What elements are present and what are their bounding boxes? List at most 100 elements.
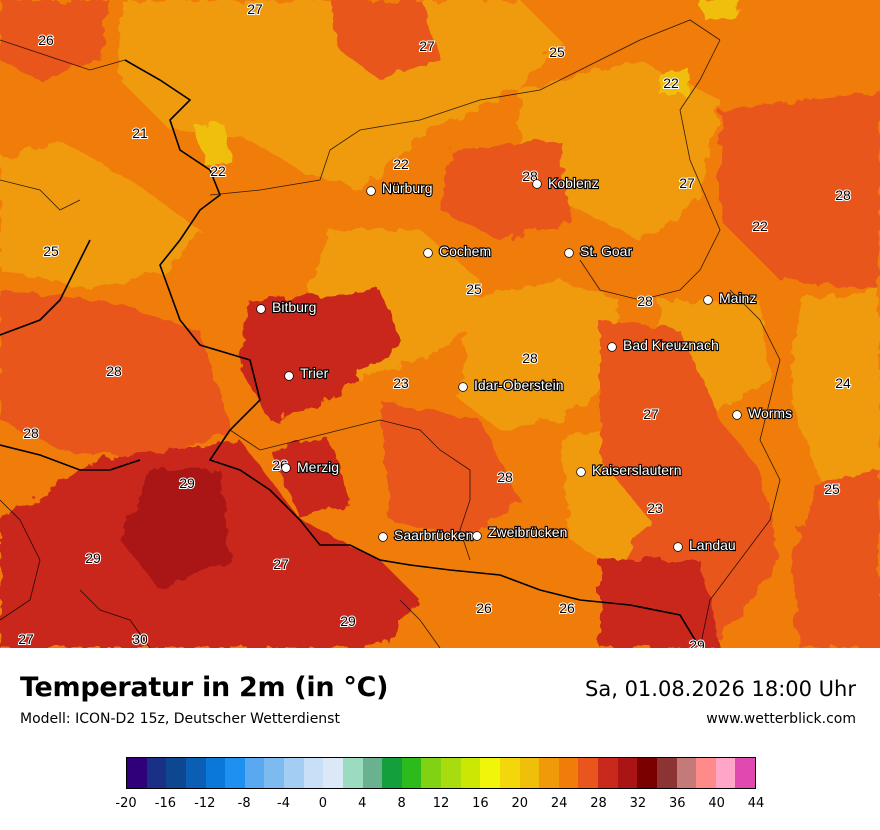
temperature-map: 27 26 27 25 22 21 22 22 28 27 28 25 22 2… [0, 0, 880, 648]
color-swatch [637, 758, 657, 788]
color-scale-tick-label: 36 [668, 796, 686, 811]
temperature-value: 22 [210, 163, 226, 179]
city-worms: Worms [732, 404, 793, 422]
color-scale-tick-label: 8 [397, 796, 406, 811]
temperature-value: 29 [689, 637, 705, 648]
color-scale-tick-label: 16 [472, 796, 489, 811]
color-swatch [303, 758, 324, 788]
map-title: Temperatur in 2m (in °C) [20, 672, 389, 703]
color-swatch [676, 758, 697, 788]
color-scale-tick-label: -4 [277, 796, 290, 811]
color-swatch [146, 758, 167, 788]
city-saarbruecken: Saarbrücken [378, 526, 474, 544]
temperature-value: 22 [393, 156, 409, 172]
city-label: Worms [748, 405, 792, 421]
color-swatch [617, 758, 638, 788]
temperature-value: 27 [273, 556, 289, 572]
temperature-value: 28 [23, 425, 39, 441]
temperature-value: 25 [824, 481, 840, 497]
color-scale-tick-label: 32 [629, 796, 647, 811]
city-label: Koblenz [548, 175, 599, 191]
city-cochem: Cochem [423, 242, 492, 260]
city-mainz: Mainz [703, 289, 757, 307]
city-st-goar: St. Goar [564, 242, 634, 260]
temperature-value: 26 [476, 600, 492, 616]
color-swatch [421, 758, 441, 788]
color-swatch [185, 758, 206, 788]
city-label: Zweibrücken [488, 524, 567, 540]
temperature-value: 27 [18, 631, 34, 647]
color-scale-tick-label: 24 [550, 796, 568, 811]
color-swatch [598, 758, 618, 788]
city-label: Landau [689, 537, 736, 553]
color-scale-tick-label: 4 [358, 796, 367, 811]
website-link[interactable]: www.wetterblick.com [706, 711, 856, 727]
color-swatch [441, 758, 461, 788]
color-scale-tick-label: 28 [590, 796, 607, 811]
color-scale-tick-label: 44 [747, 796, 765, 811]
color-swatch [166, 758, 186, 788]
color-swatch [499, 758, 520, 788]
temperature-value: 26 [559, 600, 575, 616]
temperature-value: 24 [835, 375, 851, 391]
city-label: Saarbrücken [394, 527, 473, 543]
color-swatch [519, 758, 540, 788]
color-swatch [127, 758, 147, 788]
city-label: St. Goar [580, 243, 632, 259]
color-scale-ticks: -20 -16 -12 -8 -4 0 4 8 12 16 20 24 28 32 36 40 44 [115, 796, 764, 812]
color-scale-tick-label: 20 [511, 796, 529, 811]
city-trier: Trier [284, 364, 330, 382]
temperature-value: 30 [132, 631, 148, 647]
temperature-value: 28 [522, 350, 538, 366]
city-kaiserslautern: Kaiserslautern [576, 461, 683, 479]
color-swatch [578, 758, 598, 788]
color-swatch [401, 758, 422, 788]
color-swatch [735, 758, 755, 788]
temperature-value: 29 [179, 475, 195, 491]
temperature-value: 28 [835, 187, 851, 203]
temperature-value: 21 [132, 125, 148, 141]
color-scale-tick-label: -20 [115, 796, 137, 811]
city-label: Bitburg [272, 299, 316, 315]
color-scale-tick-label: -8 [237, 796, 251, 811]
city-nuerburg: Nürburg [366, 179, 434, 197]
city-label: Trier [300, 365, 329, 381]
temperature-values: 27 26 27 25 22 21 22 22 28 27 28 25 22 2… [17, 0, 852, 648]
color-swatch [460, 758, 481, 788]
city-label: Idar-Oberstein [474, 377, 563, 393]
temperature-value: 28 [106, 363, 122, 379]
temperature-value: 25 [549, 44, 565, 60]
color-swatch [205, 758, 226, 788]
temperature-value: 27 [679, 175, 695, 191]
color-swatch [715, 758, 736, 788]
map-canvas: 27 26 27 25 22 21 22 22 28 27 28 25 22 2… [0, 0, 880, 648]
color-swatch [244, 758, 265, 788]
temperature-value: 25 [466, 281, 482, 297]
city-landau: Landau [673, 536, 737, 554]
temperature-value: 23 [393, 375, 409, 391]
city-label: Merzig [297, 459, 339, 475]
temperature-value: 22 [663, 75, 679, 91]
city-label: Nürburg [382, 180, 433, 196]
city-labels: Nürburg Koblenz Cochem St. Goar Bitburg … [256, 174, 793, 554]
color-scale-tick-label: -16 [154, 796, 176, 811]
info-panel [0, 648, 880, 830]
color-swatch [539, 758, 559, 788]
color-scale-tick-label: 0 [318, 796, 328, 811]
temperature-field [0, 0, 880, 648]
color-scale-tick-label: 12 [432, 796, 450, 811]
color-swatch [323, 758, 343, 788]
color-swatch [284, 758, 304, 788]
temperature-value: 28 [497, 469, 513, 485]
color-swatch [696, 758, 716, 788]
city-bad-kreuznach: Bad Kreuznach [607, 336, 720, 354]
color-scale [126, 757, 756, 789]
temperature-value: 27 [419, 38, 435, 54]
color-swatch [362, 758, 383, 788]
country-borders [0, 59, 701, 648]
city-label: Mainz [719, 290, 756, 306]
temperature-value: 26 [38, 32, 54, 48]
temperature-value: 27 [643, 406, 659, 422]
city-idar-oberstein: Idar-Oberstein [458, 376, 565, 394]
temperature-value: 23 [647, 500, 663, 516]
